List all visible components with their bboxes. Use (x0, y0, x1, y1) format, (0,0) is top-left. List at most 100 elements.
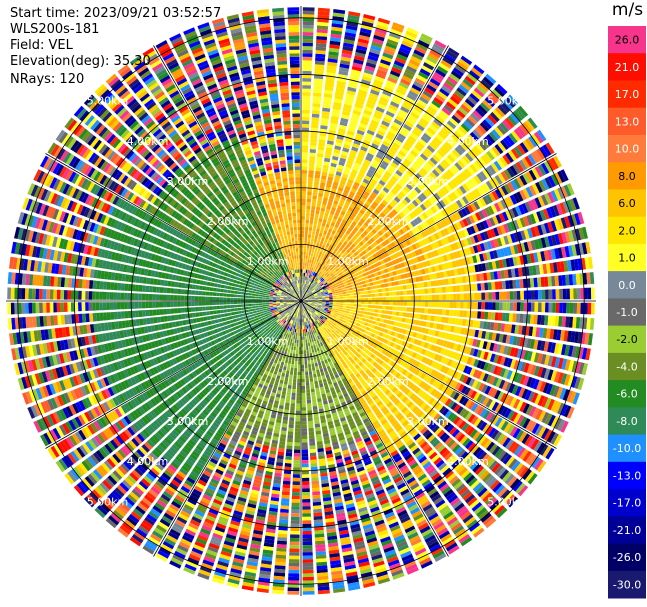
velocity-gate (441, 85, 452, 94)
velocity-gate (434, 265, 440, 272)
velocity-gate (427, 235, 434, 243)
velocity-gate (338, 311, 342, 314)
velocity-gate (369, 316, 374, 320)
velocity-gate (498, 312, 503, 321)
velocity-gate (303, 283, 305, 288)
velocity-gate (387, 267, 392, 272)
velocity-gate (365, 155, 373, 162)
velocity-gate (504, 183, 512, 194)
velocity-gate (312, 501, 322, 506)
velocity-gate (310, 459, 317, 464)
velocity-gate (410, 111, 420, 120)
velocity-gate (314, 281, 318, 286)
velocity-gate (365, 279, 370, 284)
velocity-gate (581, 226, 588, 239)
velocity-gate (341, 249, 346, 254)
velocity-gate (351, 266, 356, 271)
velocity-gate (403, 123, 412, 132)
velocity-gate (324, 89, 333, 95)
velocity-gate (322, 261, 326, 266)
velocity-gate (503, 169, 512, 180)
velocity-gate (428, 301, 432, 308)
velocity-gate (291, 513, 300, 517)
velocity-gate (388, 287, 393, 292)
velocity-gate (366, 283, 371, 287)
velocity-gate (395, 251, 401, 258)
velocity-gate (307, 191, 312, 196)
velocity-gate (450, 243, 456, 251)
velocity-gate (301, 258, 303, 263)
velocity-gate (452, 92, 463, 102)
velocity-gate (497, 187, 506, 197)
velocity-gate (297, 368, 301, 372)
velocity-gate (486, 134, 496, 144)
velocity-gate (392, 326, 397, 332)
velocity-gate (308, 291, 312, 295)
velocity-gate (346, 209, 352, 215)
velocity-gate (312, 245, 316, 250)
velocity-gate (351, 229, 357, 235)
velocity-gate (346, 159, 354, 166)
velocity-gate (509, 335, 515, 345)
velocity-gate (469, 163, 478, 173)
velocity-gate (446, 270, 452, 277)
velocity-gate (318, 267, 322, 272)
velocity-gate (327, 281, 332, 285)
velocity-gate (575, 273, 581, 285)
velocity-gate (318, 271, 322, 276)
velocity-gate (353, 292, 358, 296)
velocity-gate (332, 295, 337, 298)
velocity-gate (430, 242, 437, 250)
velocity-gate (402, 329, 407, 335)
velocity-gate (407, 295, 411, 301)
velocity-gate (315, 163, 322, 168)
velocity-gate (316, 437, 323, 442)
velocity-gate (564, 246, 570, 258)
velocity-gate (305, 343, 308, 347)
velocity-gate (406, 290, 411, 295)
velocity-gate (380, 269, 385, 275)
velocity-gate (516, 144, 526, 155)
velocity-gate (310, 134, 318, 139)
velocity-gate (367, 266, 372, 271)
velocity-gate (479, 321, 484, 329)
velocity-gate (359, 246, 364, 252)
velocity-gate (289, 545, 300, 549)
velocity-gate (317, 196, 323, 201)
velocity-gate (400, 219, 407, 226)
velocity-gate (309, 278, 313, 282)
velocity-gate (302, 269, 305, 273)
velocity-gate (553, 155, 562, 168)
velocity-gate (302, 21, 314, 26)
velocity-gate (411, 108, 422, 117)
velocity-gate (326, 263, 330, 268)
velocity-gate (456, 221, 463, 230)
velocity-gate (581, 242, 588, 255)
velocity-gate (415, 276, 420, 282)
velocity-gate (312, 285, 316, 289)
velocity-gate (481, 302, 486, 310)
velocity-gate (533, 252, 539, 263)
velocity-gate (344, 97, 354, 103)
velocity-gate (302, 499, 311, 503)
velocity-gate (310, 241, 314, 246)
velocity-gate (443, 82, 454, 91)
velocity-gate (391, 199, 398, 206)
velocity-gate (346, 90, 356, 96)
velocity-gate (440, 229, 447, 237)
velocity-gate (491, 261, 497, 270)
velocity-gate (331, 268, 335, 273)
velocity-gate (357, 319, 362, 324)
velocity-gate (315, 265, 319, 270)
velocity-gate (443, 237, 450, 245)
velocity-gate (325, 298, 330, 300)
velocity-gate (403, 307, 407, 312)
velocity-gate (445, 309, 450, 316)
velocity-gate (561, 274, 566, 286)
velocity-gate (313, 512, 323, 517)
velocity-gate (504, 269, 509, 279)
velocity-gate (447, 47, 460, 57)
velocity-gate (533, 314, 538, 325)
velocity-gate (340, 154, 348, 160)
velocity-gate (482, 182, 491, 192)
